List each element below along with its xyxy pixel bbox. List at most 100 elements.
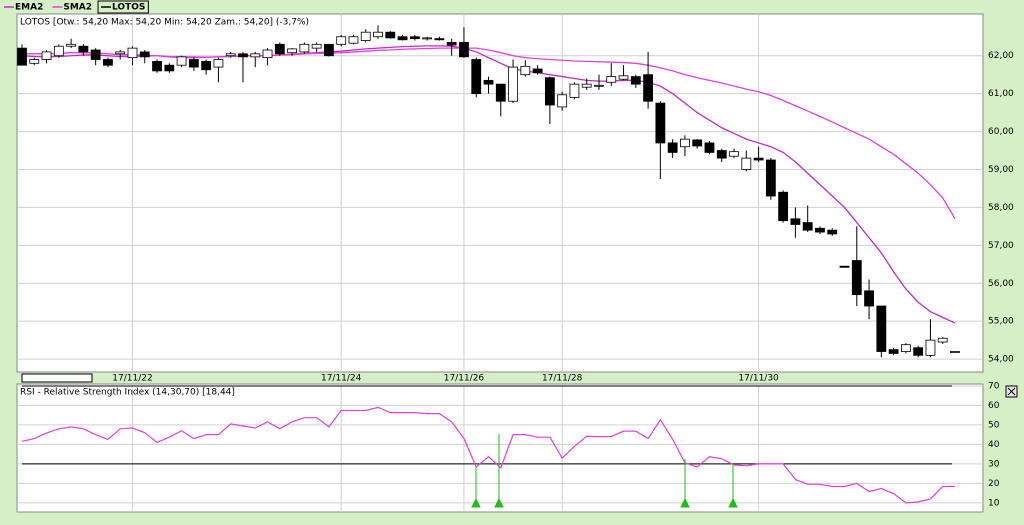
candle-body [643, 74, 653, 102]
candle-body [78, 45, 89, 53]
rsi-layer: 10 20 30 40 50 60 70 [17, 381, 1000, 512]
candle-body [311, 43, 322, 49]
y-tick-label: 58,00 [988, 203, 1014, 213]
y-tick-label: 57,00 [988, 241, 1014, 251]
candle-body [569, 83, 580, 98]
candle-body [422, 37, 433, 40]
candle-body [324, 43, 334, 57]
candle-body [262, 49, 273, 59]
candle-body [164, 64, 175, 72]
rsi-line [21, 406, 956, 504]
legend-label: SMA2 [63, 3, 92, 13]
candle-body [876, 305, 887, 352]
candle-body [520, 65, 531, 76]
candle-body [827, 229, 838, 235]
y-tick-label: 20 [988, 479, 1000, 489]
y-tick-label: 62,00 [988, 51, 1014, 61]
y-tick-label: 10 [988, 498, 1000, 508]
candle-body [495, 83, 506, 102]
candle-body [680, 138, 690, 148]
legend: EMA2 SMA2 LOTOS [4, 0, 149, 14]
candle-body [66, 43, 77, 47]
candle-body [127, 47, 138, 59]
candle-body [839, 265, 850, 268]
price-header: LOTOS [Otw.: 54,20 Max: 54,20 Min: 54,20… [20, 18, 309, 28]
y-tick-label: 61,00 [988, 89, 1014, 99]
candle-body [373, 31, 383, 38]
candle-body [90, 49, 101, 60]
candle-body [176, 56, 187, 66]
candle-body [201, 61, 212, 71]
candle-body [238, 53, 248, 58]
x-tick-label: 17/11/30 [738, 374, 779, 384]
candle-body [188, 59, 199, 68]
candle-body [741, 157, 752, 170]
candle-body [471, 59, 482, 95]
candle-body [385, 31, 396, 39]
y-tick-label: 55,00 [988, 317, 1014, 327]
candle-body [225, 53, 236, 57]
candle-body [618, 75, 629, 80]
y-tick-label: 56,00 [988, 279, 1014, 289]
y-tick-label: 59,00 [988, 165, 1014, 175]
candle-body [483, 79, 494, 85]
candle-body [287, 48, 297, 54]
candle-body [692, 139, 703, 147]
candle-body [594, 84, 604, 87]
candle-body [409, 36, 420, 40]
candle-body [29, 59, 40, 64]
x-tick-label: 17/11/28 [542, 374, 583, 384]
candle-body [348, 36, 359, 44]
rsi-panel [16, 383, 984, 513]
candle-body [360, 31, 371, 41]
candle-body [925, 339, 936, 356]
candle-body [802, 222, 813, 231]
y-tick-label: 70 [988, 381, 1000, 391]
candle-body [508, 66, 518, 102]
candle-body [557, 94, 568, 108]
candle-body [336, 36, 347, 45]
candle-body [17, 47, 27, 66]
candle-body [41, 51, 52, 60]
legend-label: EMA2 [15, 3, 43, 13]
candle-body [115, 51, 126, 55]
y-tick-label: 40 [988, 440, 1000, 450]
x-tick-label: 17/11/26 [444, 374, 485, 384]
candle-body [765, 159, 776, 197]
candle-body [851, 260, 862, 296]
legend-box [97, 0, 149, 14]
main-layer: 54,00 55,00 56,00 57,00 58,00 59,00 60,00 61,00… [17, 14, 1014, 384]
candle-body [213, 59, 224, 68]
candle-body [937, 337, 948, 343]
y-tick-label: 50 [988, 420, 1000, 430]
candle-body [716, 150, 727, 159]
candle-body [815, 227, 825, 233]
candle-body [581, 83, 592, 88]
scrollbar[interactable] [21, 373, 93, 383]
candle-body [630, 76, 641, 85]
candle-body [667, 142, 678, 153]
legend-label: LOTOS [112, 3, 145, 13]
candle-body [790, 218, 801, 225]
candle-body [53, 45, 64, 57]
x-tick-label: 17/11/22 [112, 374, 152, 384]
candle-body [900, 344, 911, 352]
candle-body [888, 349, 899, 354]
candle-body [655, 102, 666, 144]
y-tick-label: 30 [988, 459, 1000, 469]
candle-body [606, 76, 617, 83]
y-tick-label: 54,00 [988, 355, 1014, 365]
candle-body [250, 53, 261, 58]
x-tick-label: 17/11/24 [321, 374, 362, 384]
candle-body [152, 61, 162, 72]
candle-body [864, 290, 874, 307]
main-panel [16, 13, 984, 373]
close-button[interactable] [1005, 385, 1018, 398]
candle-body [532, 68, 543, 74]
candle-body [274, 43, 285, 55]
candle-body [913, 347, 924, 356]
candle-body [950, 351, 960, 353]
candle-body [434, 38, 445, 41]
rsi-title: RSI - Relative Strength Index (14,30,70)… [20, 388, 235, 398]
